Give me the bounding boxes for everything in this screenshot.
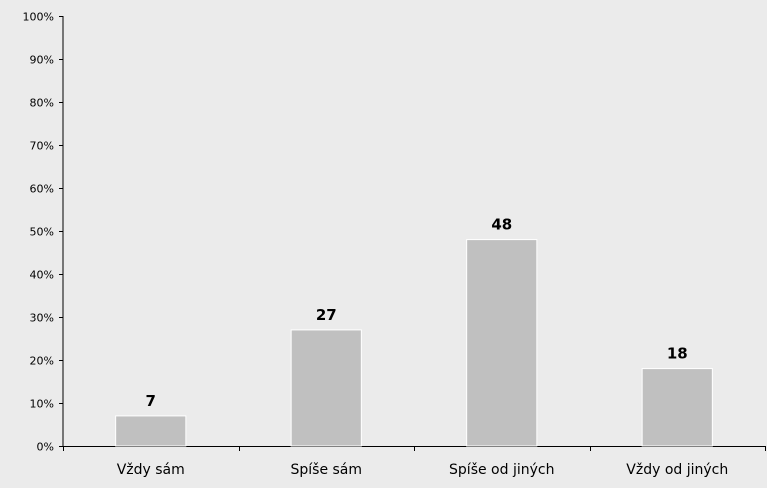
x-category-label: Vždy od jiných — [626, 462, 728, 478]
y-tick-label: 0% — [37, 441, 54, 454]
x-category-label: Spíše od jiných — [449, 462, 554, 478]
bar-value-label: 7 — [146, 392, 156, 410]
x-category-label: Spíše sám — [290, 462, 362, 478]
y-tick-label: 40% — [30, 269, 54, 282]
bar — [115, 415, 187, 447]
bar — [466, 239, 538, 447]
bar-value-label: 48 — [491, 216, 512, 234]
bar — [641, 368, 713, 447]
y-tick-label: 20% — [30, 355, 54, 368]
data-labels: 7 27 48 18 — [146, 216, 688, 410]
y-axis: 0% 10% 20% 30% 40% 50% 60% 70% 80% 90% 100% — [23, 11, 64, 454]
bar-value-label: 27 — [316, 306, 337, 324]
y-tick-label: 80% — [30, 97, 54, 110]
y-tick-label: 60% — [30, 183, 54, 196]
x-category-label: Vždy sám — [117, 462, 185, 478]
y-tick-label: 10% — [30, 398, 54, 411]
y-tick-label: 30% — [30, 312, 54, 325]
x-axis: Vždy sám Spíše sám Spíše od jiných Vždy od … — [63, 446, 766, 478]
bars — [115, 239, 713, 447]
y-tick-label: 50% — [30, 226, 54, 239]
y-tick-label: 90% — [30, 54, 54, 67]
bar — [290, 329, 362, 447]
y-tick-label: 70% — [30, 140, 54, 153]
y-tick-label: 100% — [23, 11, 54, 24]
bar-value-label: 18 — [667, 345, 688, 363]
